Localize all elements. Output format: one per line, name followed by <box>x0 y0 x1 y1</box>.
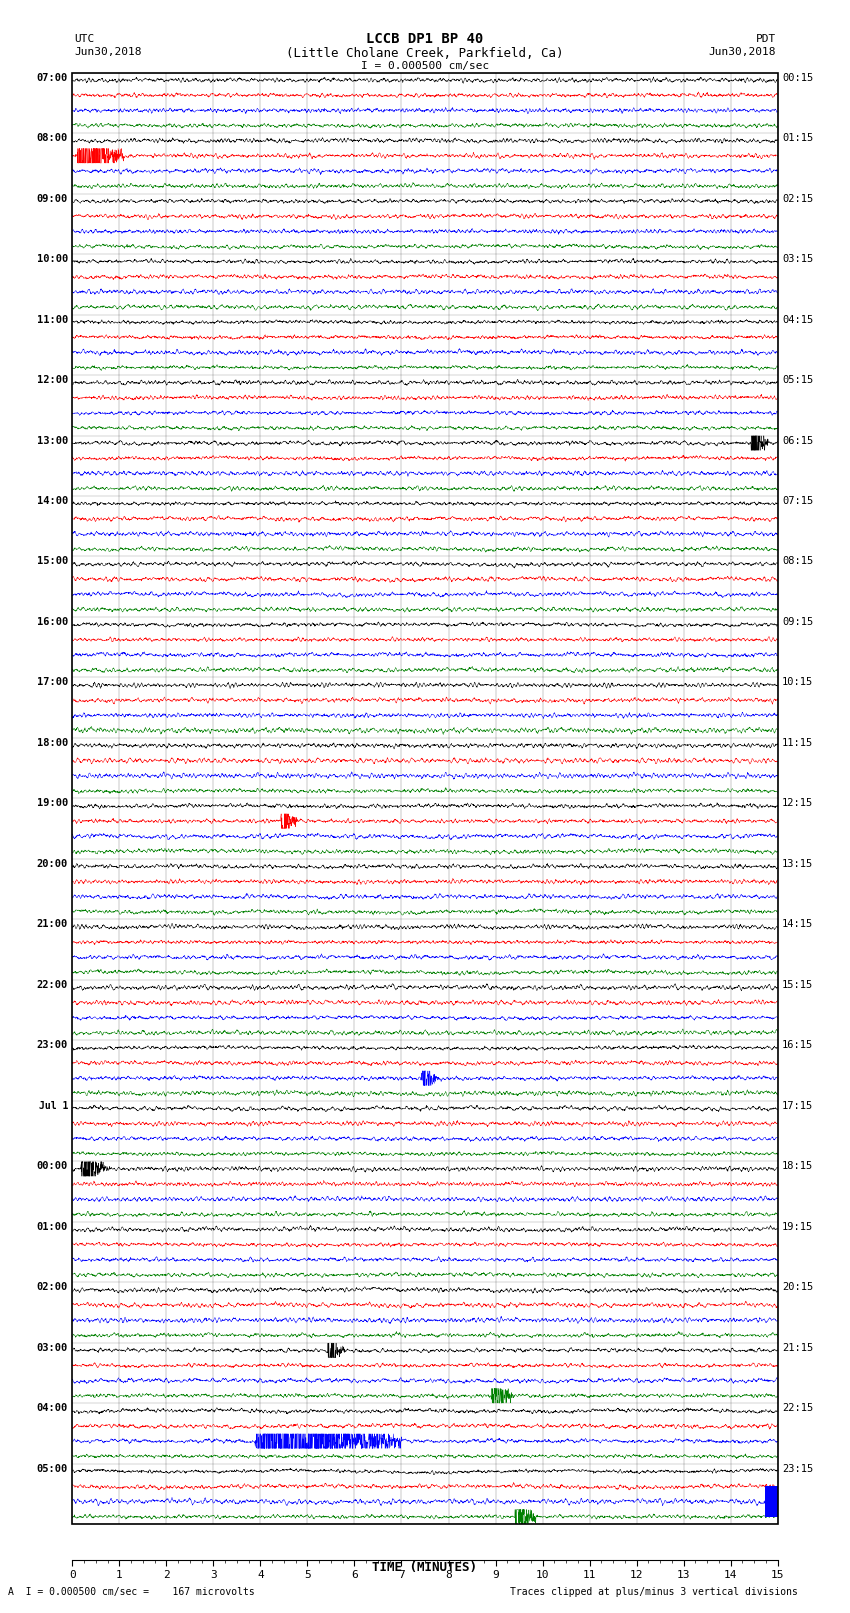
Text: 07:15: 07:15 <box>782 497 813 506</box>
Text: 04:15: 04:15 <box>782 315 813 324</box>
Text: 01:15: 01:15 <box>782 134 813 144</box>
Text: 23:15: 23:15 <box>782 1465 813 1474</box>
Text: 11:00: 11:00 <box>37 315 68 324</box>
Text: Traces clipped at plus/minus 3 vertical divisions: Traces clipped at plus/minus 3 vertical … <box>510 1587 798 1597</box>
Text: 06:15: 06:15 <box>782 436 813 445</box>
Text: 07:00: 07:00 <box>37 73 68 82</box>
Text: 00:15: 00:15 <box>782 73 813 82</box>
Text: 15:00: 15:00 <box>37 556 68 566</box>
Text: 20:00: 20:00 <box>37 858 68 869</box>
Text: 08:15: 08:15 <box>782 556 813 566</box>
Text: 17:00: 17:00 <box>37 677 68 687</box>
Text: 05:15: 05:15 <box>782 374 813 386</box>
Text: 01:00: 01:00 <box>37 1223 68 1232</box>
Text: 10:00: 10:00 <box>37 253 68 265</box>
Text: 21:00: 21:00 <box>37 919 68 929</box>
Text: I = 0.000500 cm/sec: I = 0.000500 cm/sec <box>361 61 489 71</box>
Text: 18:15: 18:15 <box>782 1161 813 1171</box>
Text: 09:15: 09:15 <box>782 618 813 627</box>
Text: 02:15: 02:15 <box>782 194 813 203</box>
Text: 19:15: 19:15 <box>782 1223 813 1232</box>
Text: 04:00: 04:00 <box>37 1403 68 1413</box>
Text: 14:00: 14:00 <box>37 497 68 506</box>
Text: LCCB DP1 BP 40: LCCB DP1 BP 40 <box>366 32 484 47</box>
Bar <box>765 1487 778 1516</box>
Text: Jul 1: Jul 1 <box>38 1100 68 1111</box>
Text: 03:00: 03:00 <box>37 1342 68 1353</box>
Text: 08:00: 08:00 <box>37 134 68 144</box>
Text: 09:00: 09:00 <box>37 194 68 203</box>
Text: PDT: PDT <box>756 34 776 44</box>
Text: 22:15: 22:15 <box>782 1403 813 1413</box>
Text: 13:15: 13:15 <box>782 858 813 869</box>
Text: UTC: UTC <box>74 34 94 44</box>
Text: 19:00: 19:00 <box>37 798 68 808</box>
Text: 00:00: 00:00 <box>37 1161 68 1171</box>
Text: Jun30,2018: Jun30,2018 <box>74 47 141 56</box>
Text: 12:15: 12:15 <box>782 798 813 808</box>
Text: 23:00: 23:00 <box>37 1040 68 1050</box>
Text: 13:00: 13:00 <box>37 436 68 445</box>
Text: 17:15: 17:15 <box>782 1100 813 1111</box>
Text: Jun30,2018: Jun30,2018 <box>709 47 776 56</box>
Text: (Little Cholane Creek, Parkfield, Ca): (Little Cholane Creek, Parkfield, Ca) <box>286 47 564 60</box>
Text: 18:00: 18:00 <box>37 739 68 748</box>
Text: 15:15: 15:15 <box>782 981 813 990</box>
Text: 02:00: 02:00 <box>37 1282 68 1292</box>
Text: 11:15: 11:15 <box>782 739 813 748</box>
Text: 10:15: 10:15 <box>782 677 813 687</box>
Text: 22:00: 22:00 <box>37 981 68 990</box>
Text: 12:00: 12:00 <box>37 374 68 386</box>
Text: 14:15: 14:15 <box>782 919 813 929</box>
Text: TIME (MINUTES): TIME (MINUTES) <box>372 1561 478 1574</box>
Text: 16:00: 16:00 <box>37 618 68 627</box>
Text: 20:15: 20:15 <box>782 1282 813 1292</box>
Text: A  I = 0.000500 cm/sec =    167 microvolts: A I = 0.000500 cm/sec = 167 microvolts <box>8 1587 255 1597</box>
Text: 16:15: 16:15 <box>782 1040 813 1050</box>
Text: 05:00: 05:00 <box>37 1465 68 1474</box>
Text: 21:15: 21:15 <box>782 1342 813 1353</box>
Text: 03:15: 03:15 <box>782 253 813 265</box>
